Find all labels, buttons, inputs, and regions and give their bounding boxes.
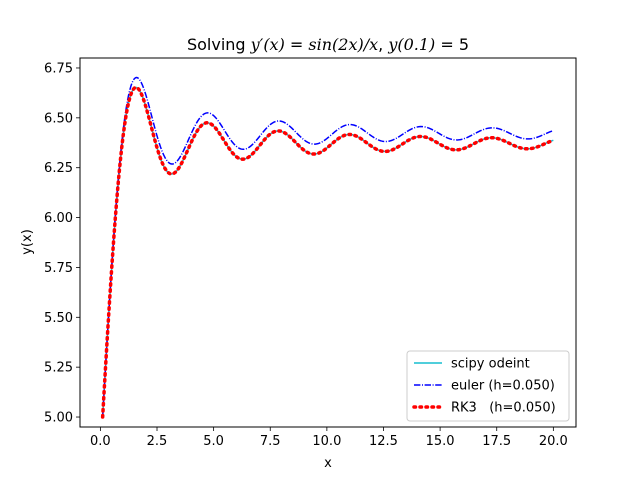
series-line-euler	[101, 76, 554, 418]
x-tick-label: 2.5	[147, 434, 168, 449]
legend: scipy odeint euler (h=0.050) RK3 (h=0.050)	[406, 350, 570, 422]
axes-frame	[79, 57, 577, 428]
y-tick-label: 6.75	[44, 61, 73, 76]
y-axis-ticks: 5.00 5.25 5.50 5.75 6.00 6.25 6.50 6.75	[44, 61, 80, 426]
y-axis-label: y(x)	[20, 229, 35, 255]
x-tick-label: 15.0	[426, 434, 455, 449]
legend-frame	[406, 350, 570, 422]
y-tick-label: 5.25	[44, 361, 73, 376]
x-axis-label: x	[324, 456, 332, 471]
legend-label-rk3: RK3 (h=0.050)	[451, 401, 556, 416]
x-tick-label: 5.0	[203, 434, 224, 449]
x-tick-label: 20.0	[539, 434, 568, 449]
plot-area	[79, 57, 577, 428]
x-tick-label: 7.5	[260, 434, 281, 449]
legend-label-euler: euler (h=0.050)	[451, 379, 555, 394]
y-tick-label: 5.50	[44, 311, 73, 326]
y-tick-label: 6.00	[44, 211, 73, 226]
series-layer	[100, 76, 556, 419]
y-tick-label: 6.50	[44, 111, 73, 126]
y-tick-label: 5.75	[44, 261, 73, 276]
y-tick-label: 6.25	[44, 161, 73, 176]
x-axis-ticks: 0.0 2.5 5.0 7.5 10.0 12.5 15.0 17.5 20.0	[90, 427, 568, 449]
x-tick-label: 0.0	[90, 434, 111, 449]
y-tick-label: 5.00	[44, 411, 73, 426]
legend-items: scipy odeint euler (h=0.050) RK3 (h=0.050)	[412, 357, 556, 416]
series-line-rk3	[100, 85, 556, 419]
legend-label-odeint: scipy odeint	[451, 357, 530, 372]
chart-title: Solving y′(x) = sin(2x)/x, y(0.1) = 5	[187, 35, 469, 54]
x-tick-label: 17.5	[482, 434, 511, 449]
x-tick-label: 12.5	[369, 434, 398, 449]
x-tick-label: 10.0	[312, 434, 341, 449]
